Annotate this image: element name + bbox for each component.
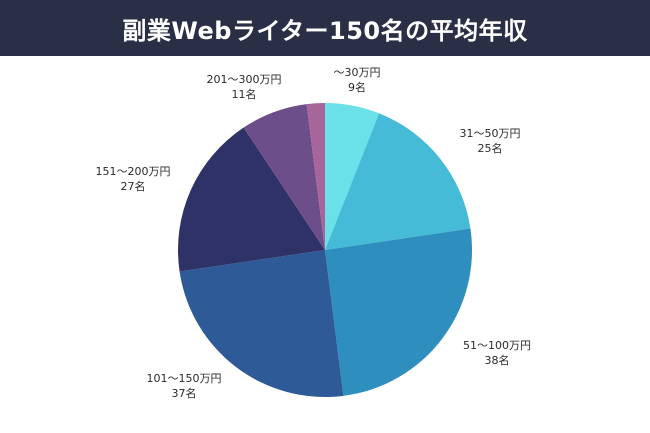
pie-slice bbox=[325, 103, 380, 250]
slice-value-label: 25名 bbox=[478, 141, 503, 155]
pie-slice bbox=[325, 113, 471, 251]
pie-slice bbox=[325, 228, 472, 396]
slice-value-label: 37名 bbox=[172, 386, 197, 400]
pie-slice bbox=[179, 250, 344, 397]
pie-slice bbox=[306, 103, 325, 250]
pie-slice bbox=[177, 127, 325, 272]
slice-category-label: 151〜200万円 bbox=[96, 165, 171, 178]
slice-value-label: 11名 bbox=[232, 87, 257, 101]
slice-category-label: 101〜150万円 bbox=[147, 372, 222, 385]
slice-value-label: 38名 bbox=[485, 353, 510, 367]
chart-title: 副業Webライター150名の平均年収 bbox=[122, 16, 528, 45]
slice-value-label: 27名 bbox=[121, 179, 146, 193]
slice-value-label: 9名 bbox=[348, 80, 366, 94]
slice-category-label: 51〜100万円 bbox=[463, 339, 531, 352]
pie-slices bbox=[177, 103, 472, 397]
slice-category-label: 〜30万円 bbox=[334, 66, 381, 79]
slice-category-label: 201〜300万円 bbox=[207, 73, 282, 86]
pie-slice bbox=[243, 104, 325, 250]
slice-category-label: 31〜50万円 bbox=[460, 127, 521, 140]
title-banner: 副業Webライター150名の平均年収 bbox=[0, 0, 650, 56]
